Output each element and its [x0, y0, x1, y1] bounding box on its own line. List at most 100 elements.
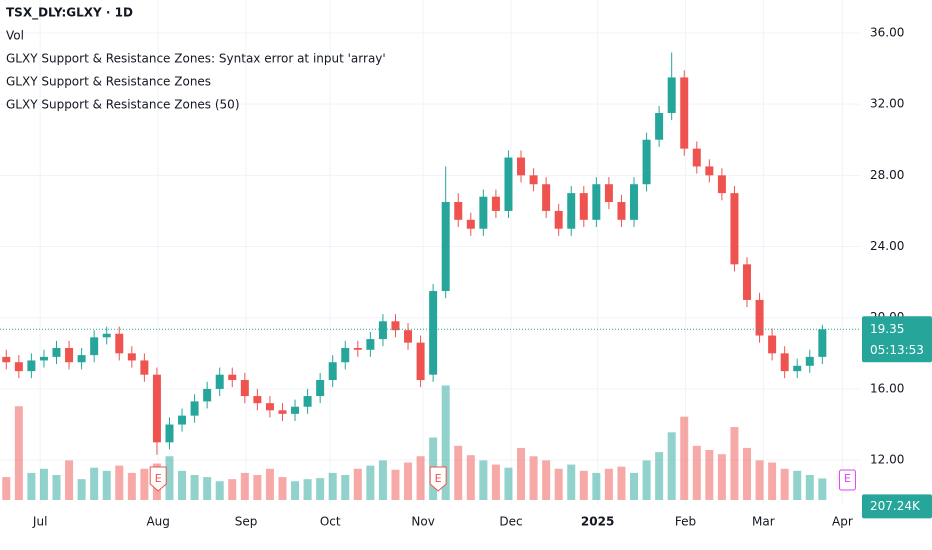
- candle-body: [14, 362, 23, 372]
- candle-body: [517, 157, 526, 176]
- volume-bar: [253, 475, 262, 500]
- candle-body: [604, 184, 613, 203]
- volume-bar: [378, 460, 387, 500]
- candle-body: [77, 355, 86, 363]
- volume-bar: [755, 460, 764, 500]
- candle-body: [316, 380, 325, 397]
- candle-body: [554, 210, 563, 229]
- volume-bar: [90, 467, 99, 500]
- volume-bar: [178, 470, 187, 500]
- candle-body: [353, 347, 362, 350]
- volume-bar: [165, 456, 174, 500]
- candle-body: [2, 356, 11, 363]
- candle-body: [805, 356, 814, 366]
- volume-pane: [2, 385, 827, 500]
- volume-bar: [454, 445, 463, 500]
- volume-bar: [102, 470, 111, 500]
- volume-bar: [265, 468, 274, 500]
- volume-bar: [303, 479, 312, 500]
- candle-body: [692, 148, 701, 167]
- candle-body: [265, 403, 274, 411]
- volume-bar: [341, 475, 350, 500]
- volume-bar: [579, 470, 588, 500]
- volume-bar: [617, 466, 626, 500]
- candle-body: [115, 333, 124, 354]
- candle-body: [65, 347, 74, 363]
- volume-bar: [717, 454, 726, 500]
- candle-body: [818, 329, 827, 357]
- earnings-marker: [149, 466, 167, 492]
- last-price: 19.35: [870, 322, 904, 336]
- x-tick-label: Dec: [499, 515, 522, 529]
- x-tick-label: Apr: [832, 515, 853, 529]
- candle-body: [755, 299, 764, 336]
- x-tick-label: Jul: [32, 515, 47, 529]
- candle-body: [504, 157, 513, 211]
- candle-body: [90, 337, 99, 356]
- candle-body: [592, 184, 601, 220]
- volume-bar: [77, 479, 86, 500]
- candle-body: [228, 374, 237, 381]
- x-tick-label: Feb: [675, 515, 696, 529]
- volume-bar: [140, 468, 149, 500]
- candle-body: [579, 193, 588, 220]
- candle-body: [52, 347, 61, 357]
- indicator[interactable]: GLXY Support & Resistance Zones (50): [6, 98, 240, 112]
- candle-body: [630, 184, 639, 220]
- candle-body: [240, 380, 249, 397]
- candle-body: [655, 113, 664, 140]
- earnings-label: E: [435, 472, 442, 485]
- x-tick-label: 2025: [581, 515, 614, 529]
- y-tick-label: 16.00: [870, 381, 904, 395]
- indicator[interactable]: GLXY Support & Resistance Zones: Syntax …: [6, 52, 386, 66]
- earnings-marker: [429, 466, 447, 492]
- candle-body: [278, 410, 287, 414]
- candle-body: [479, 196, 488, 229]
- x-tick-label: Oct: [320, 515, 341, 529]
- volume-bar: [692, 445, 701, 500]
- y-tick-label: 36.00: [870, 25, 904, 39]
- indicator[interactable]: GLXY Support & Resistance Zones: [6, 75, 211, 89]
- volume-bar: [404, 462, 413, 500]
- axes: 12.0016.0020.0024.0028.0032.0036.00JulAu…: [32, 25, 932, 529]
- volume-bar: [391, 469, 400, 500]
- volume-bar: [27, 472, 36, 500]
- earnings-label: E: [155, 472, 162, 485]
- indicator[interactable]: Vol: [6, 29, 24, 43]
- candle-body: [291, 406, 300, 414]
- volume-bar: [39, 468, 48, 500]
- volume-bar: [655, 452, 664, 500]
- chart-title[interactable]: TSX_DLY:GLXY · 1D: [6, 6, 133, 21]
- volume-label-box: [862, 494, 932, 519]
- volume-bar: [705, 450, 714, 500]
- candle-body: [378, 321, 387, 340]
- candle-body: [793, 365, 802, 372]
- volume-bar: [667, 432, 676, 500]
- candle-body: [140, 360, 149, 375]
- volume-bar: [240, 472, 249, 500]
- volume-bar: [529, 456, 538, 500]
- volume-bar: [203, 477, 212, 500]
- volume-bar: [127, 472, 136, 500]
- countdown: 05:13:53: [870, 343, 924, 357]
- candle-body: [328, 362, 337, 381]
- candle-body: [730, 193, 739, 265]
- candle-body: [768, 335, 777, 354]
- volume-bar: [542, 460, 551, 500]
- volume-bar: [14, 406, 23, 500]
- volume-bar: [479, 460, 488, 500]
- y-tick-label: 12.00: [870, 453, 904, 467]
- volume-bar: [2, 477, 11, 500]
- candle-body: [429, 291, 438, 375]
- y-tick-label: 28.00: [870, 168, 904, 182]
- volume-bar: [743, 447, 752, 500]
- volume-bar: [316, 478, 325, 500]
- candle-body: [780, 353, 789, 372]
- candle-body: [529, 175, 538, 185]
- candle-body: [341, 347, 350, 363]
- x-tick-label: Aug: [146, 515, 169, 529]
- volume-bar: [441, 385, 450, 500]
- volume-bar: [215, 481, 224, 500]
- y-tick-label: 24.00: [870, 239, 904, 253]
